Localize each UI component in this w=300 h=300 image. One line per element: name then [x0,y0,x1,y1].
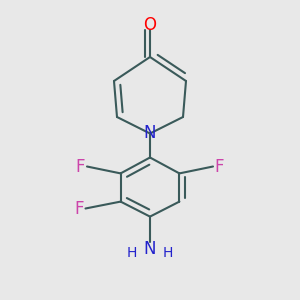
Text: F: F [74,200,84,217]
Text: N: N [144,240,156,258]
Text: F: F [76,158,85,175]
Text: O: O [143,16,157,34]
Text: F: F [215,158,224,175]
Text: H: H [127,246,137,260]
Text: N: N [144,124,156,142]
Text: H: H [163,246,173,260]
